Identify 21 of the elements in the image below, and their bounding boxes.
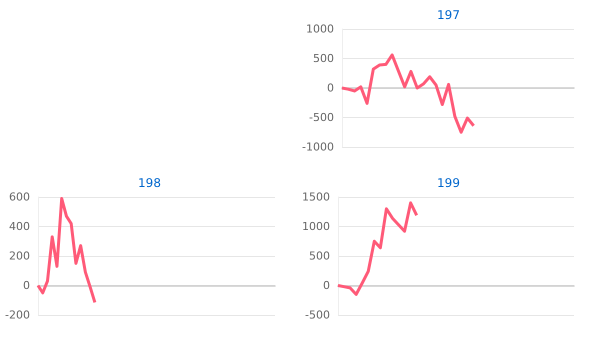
line-series [336, 201, 418, 296]
y-tick-label: 500 [312, 52, 334, 65]
y-tick-label: 0 [23, 279, 30, 292]
chart-title: 198 [138, 176, 161, 190]
y-tick-label: 0 [326, 82, 334, 94]
line-series [340, 53, 476, 134]
y-tick-label: 200 [9, 250, 30, 262]
chart-title: 197 [437, 8, 460, 22]
y-tick-label: -200 [5, 308, 30, 322]
y-tick-label: -500 [305, 308, 330, 322]
y-tick-label: -500 [308, 111, 334, 124]
y-tick-label: -1000 [302, 140, 334, 154]
y-tick-label: 1000 [302, 220, 330, 233]
y-tick-label: 0 [322, 279, 330, 292]
y-tick-label: 400 [9, 220, 30, 233]
line-series [36, 196, 96, 304]
chart-title: 199 [437, 176, 460, 190]
y-tick-label: 1000 [306, 22, 334, 36]
y-tick-label: 1500 [302, 190, 330, 204]
y-tick-label: 500 [308, 250, 330, 262]
y-tick-label: 600 [9, 190, 30, 204]
